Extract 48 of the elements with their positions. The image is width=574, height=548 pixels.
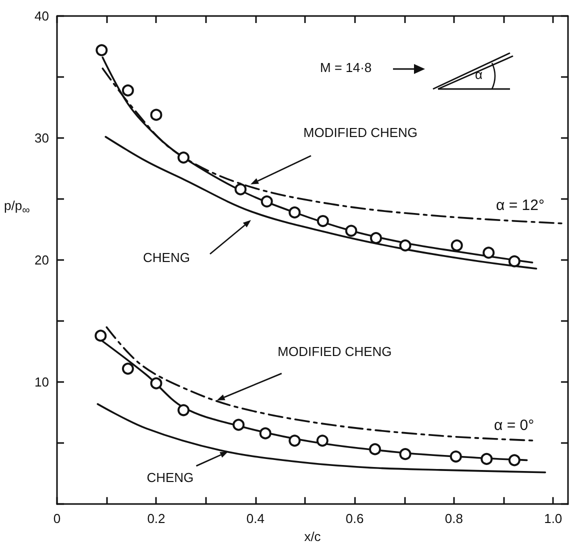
annotation: α = 0° — [494, 417, 534, 434]
annotation: MODIFIED CHENG — [303, 124, 418, 140]
point — [150, 377, 162, 390]
x-tick-label: 0.8 — [444, 511, 463, 526]
point — [122, 362, 134, 375]
point — [316, 215, 329, 227]
point — [345, 224, 358, 237]
point — [370, 232, 382, 244]
annotation: M = 14·8 — [320, 60, 372, 75]
x-axis-title: x/c — [304, 529, 322, 544]
line-series — [96, 403, 546, 474]
y-axis-title: p/p$_{∞}$ — [4, 198, 30, 217]
point — [480, 452, 493, 465]
x-tick-label: 0.4 — [246, 511, 264, 526]
point — [399, 239, 412, 252]
point — [508, 454, 520, 466]
x-tick-label: 0.6 — [346, 511, 364, 526]
point — [178, 152, 190, 164]
point — [94, 330, 107, 342]
point — [316, 434, 328, 447]
annotation: α — [475, 67, 483, 82]
point — [482, 246, 495, 259]
point — [369, 443, 382, 456]
annotation: MODIFIED CHENG — [278, 344, 392, 359]
annotation: CHENG — [146, 470, 194, 486]
annotation: CHENG — [143, 250, 190, 265]
point — [288, 434, 301, 447]
point — [450, 239, 463, 252]
point — [122, 84, 134, 96]
point — [150, 108, 162, 121]
point — [232, 418, 245, 431]
point — [259, 427, 272, 440]
y-tick-label: 10 — [34, 374, 49, 390]
point — [450, 450, 462, 463]
point — [234, 183, 247, 196]
point — [288, 206, 301, 218]
y-tick-label: 40 — [34, 8, 49, 24]
point — [96, 44, 108, 56]
point — [178, 404, 190, 416]
point — [260, 195, 273, 208]
x-tick-label: 0.2 — [147, 511, 166, 526]
y-tick-label: 30 — [34, 130, 49, 146]
y-tick-label: 20 — [34, 252, 49, 268]
point — [508, 255, 520, 268]
x-tick-label: 0 — [53, 511, 61, 526]
annotation: α = 12° — [496, 197, 544, 214]
x-tick-label: 1.0 — [544, 511, 562, 526]
point — [399, 448, 412, 460]
